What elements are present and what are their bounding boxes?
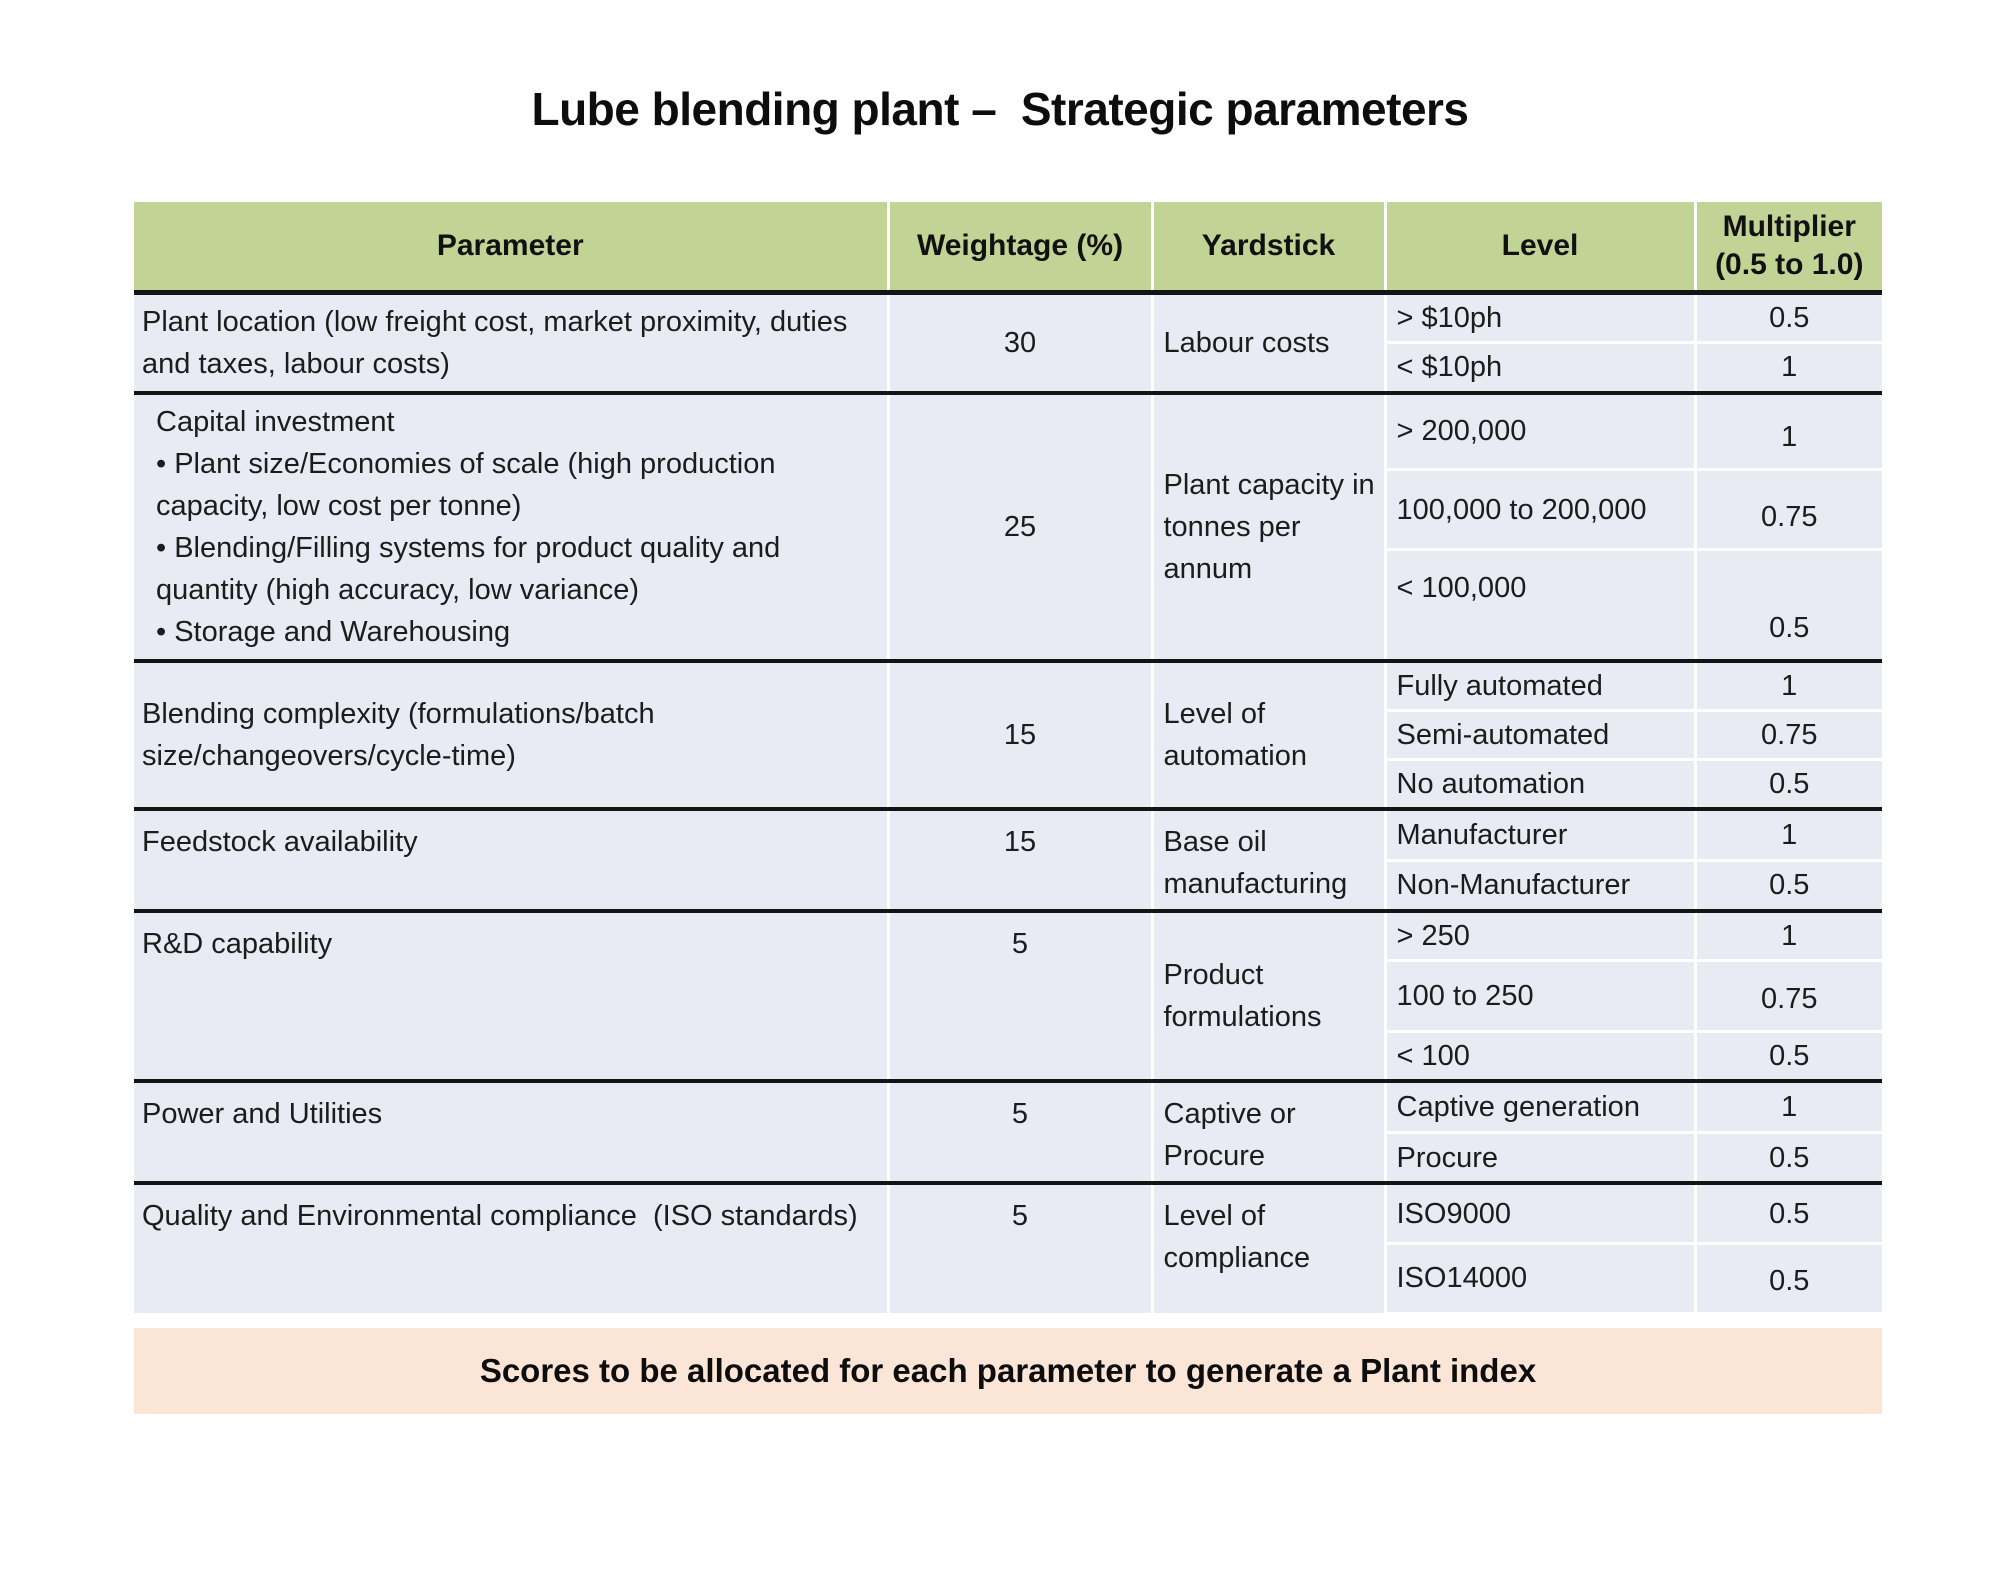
multiplier-cell: 0.5 [1695,1132,1882,1185]
table-row: < 100 0.5 [134,1031,1882,1083]
level-cell: Semi-automated [1385,710,1697,761]
multiplier-cell: 1 [1695,390,1882,472]
parameter-cell: Feedstock availability [134,807,890,912]
column-header-level: Level [1385,202,1697,295]
table-row: Procure 0.5 [134,1132,1882,1185]
header-row: Parameter Weightage (%) Yardstick Level … [134,202,1882,295]
level-cell: Non-Manufacturer [1385,860,1697,913]
level-cell: < $10ph [1385,342,1697,395]
table-row: 100 to 250 0.75 [134,960,1882,1034]
table-row: 100,000 to 200,000 0.75 [134,469,1882,552]
table-row: Plant location (low freight cost, market… [134,290,1882,393]
level-cell: < 100 [1385,1031,1697,1083]
table-row: Non-Manufacturer 0.5 [134,860,1882,913]
weightage-cell: 5 [888,1181,1154,1314]
level-cell: Procure [1385,1132,1697,1185]
weightage-cell: 15 [888,658,1154,810]
level-cell: ISO14000 [1385,1243,1697,1315]
yardstick-cell: Level of automation [1152,658,1387,810]
level-cell: ISO9000 [1385,1181,1697,1245]
table-row: Quality and Environmental compliance (IS… [134,1181,1882,1314]
level-cell: 100 to 250 [1385,960,1697,1034]
table-row: Capital investment • Plant size/Economie… [134,390,1882,661]
table-row: Power and Utilities 5 Captive or Procure… [134,1079,1882,1184]
yardstick-cell: Product formulations [1152,909,1387,1082]
multiplier-cell: 1 [1695,909,1882,963]
multiplier-cell: 0.5 [1695,759,1882,811]
column-header-yardstick: Yardstick [1152,202,1387,295]
level-cell: > 200,000 [1385,390,1697,472]
level-cell: Manufacturer [1385,807,1697,862]
level-cell: Fully automated [1385,658,1697,712]
column-header-weightage: Weightage (%) [888,202,1154,295]
multiplier-cell: 1 [1695,658,1882,712]
strategic-parameters-table: Parameter Weightage (%) Yardstick Level … [134,202,1882,1315]
table-row: < 100,000 0.5 [134,549,1882,663]
level-cell: 100,000 to 200,000 [1385,469,1697,552]
multiplier-cell: 0.75 [1695,960,1882,1034]
multiplier-cell: 0.5 [1695,1031,1882,1083]
multiplier-cell: 1 [1695,1079,1882,1135]
yardstick-cell: Labour costs [1152,290,1387,393]
parameter-cell: Power and Utilities [134,1079,890,1184]
parameter-cell: Capital investment • Plant size/Economie… [134,390,890,661]
parameter-cell: R&D capability [134,909,890,1082]
footer-note: Scores to be allocated for each paramete… [479,1351,1537,1389]
level-cell: < 100,000 [1385,549,1697,663]
multiplier-cell: 1 [1695,807,1882,862]
weightage-cell: 30 [888,290,1154,393]
parameter-cell: Plant location (low freight cost, market… [134,290,890,393]
table-row: Semi-automated 0.75 [134,710,1882,761]
multiplier-cell: 0.5 [1695,549,1882,663]
table-row: Feedstock availability 15 Base oil manuf… [134,807,1882,912]
parameter-cell: Quality and Environmental compliance (IS… [134,1181,890,1314]
multiplier-cell: 1 [1695,342,1882,395]
weightage-cell: 5 [888,909,1154,1082]
table-row: No automation 0.5 [134,759,1882,811]
yardstick-cell: Captive or Procure [1152,1079,1387,1184]
multiplier-cell: 0.5 [1695,290,1882,345]
column-header-multiplier: Multiplier (0.5 to 1.0) [1695,202,1882,295]
multiplier-cell: 0.75 [1695,469,1882,552]
weightage-cell: 5 [888,1079,1154,1184]
footer-note-bar: Scores to be allocated for each paramete… [134,1327,1882,1414]
table-row: R&D capability 5 Product formulations > … [134,909,1882,1082]
level-cell: No automation [1385,759,1697,811]
level-cell: > 250 [1385,909,1697,963]
table-row: Blending complexity (formulations/batch … [134,658,1882,810]
table-row: ISO14000 0.5 [134,1243,1882,1315]
slide-title: Lube blending plant – Strategic paramete… [531,83,1469,135]
weightage-cell: 15 [888,807,1154,912]
table-header: Parameter Weightage (%) Yardstick Level … [134,202,1882,295]
yardstick-cell: Plant capacity in tonnes per annum [1152,390,1387,661]
multiplier-cell: 0.5 [1695,1243,1882,1315]
parameter-cell: Blending complexity (formulations/batch … [134,658,890,810]
multiplier-cell: 0.75 [1695,710,1882,761]
multiplier-cell: 0.5 [1695,1181,1882,1245]
yardstick-cell: Level of compliance [1152,1181,1387,1314]
multiplier-cell: 0.5 [1695,860,1882,913]
column-header-parameter: Parameter [134,202,890,295]
level-cell: Captive generation [1385,1079,1697,1135]
table-row: < $10ph 1 [134,342,1882,395]
level-cell: > $10ph [1385,290,1697,345]
yardstick-cell: Base oil manufacturing [1152,807,1387,912]
weightage-cell: 25 [888,390,1154,661]
